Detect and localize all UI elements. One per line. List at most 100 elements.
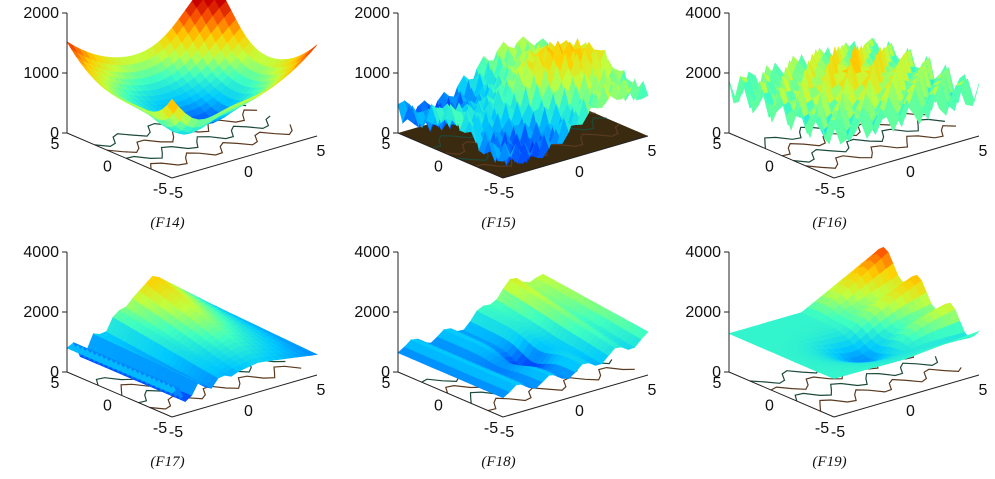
- surface-patch: [304, 351, 319, 356]
- x-tick-label: 0: [575, 164, 584, 181]
- surface-patch: [967, 331, 980, 338]
- surface-mesh: [66, 275, 319, 403]
- y-tick-label: -5: [484, 181, 498, 198]
- x-axis-line: [833, 135, 980, 179]
- z-tick-label: 1000: [23, 65, 59, 82]
- contour-line: [805, 125, 956, 169]
- x-axis-line: [171, 135, 318, 179]
- z-tick-label: 2000: [23, 5, 59, 22]
- contour-line: [794, 356, 939, 402]
- y-axis-line: [397, 371, 504, 418]
- z-tick-label: 2000: [685, 65, 721, 82]
- surface-plot-panel: 0 1000 2000 5 0 -5 -5 0 5 (F15): [333, 0, 664, 239]
- x-tick-label: -5: [500, 185, 514, 202]
- surface-mesh: [728, 246, 980, 379]
- contour-line: [487, 366, 635, 412]
- x-tick-label: 5: [979, 143, 988, 160]
- y-tick-label: 5: [51, 136, 60, 153]
- x-axis-line: [833, 374, 980, 418]
- plot-caption: (F18): [481, 454, 516, 470]
- y-tick-label: -5: [815, 181, 829, 198]
- z-tick-label: 4000: [685, 5, 721, 22]
- y-tick-label: 0: [434, 398, 443, 415]
- x-tick-label: 0: [906, 164, 915, 181]
- x-tick-label: 5: [317, 143, 326, 160]
- contour-line: [149, 365, 302, 410]
- y-tick-label: 5: [713, 375, 722, 392]
- x-tick-label: -5: [831, 424, 845, 441]
- x-axis-line: [502, 135, 649, 179]
- surface-plot-panel: 0 2000 4000 5 0 -5 -5 0 5 (F16): [664, 0, 995, 239]
- x-tick-label: 5: [648, 382, 657, 399]
- y-axis-line: [66, 371, 173, 418]
- contour-line: [819, 367, 962, 412]
- contour-line: [125, 115, 271, 160]
- surface-plot-panel: 0 1000 2000 5 0 -5 -5 0 5 (F14): [2, 0, 333, 239]
- z-tick-label: 4000: [685, 244, 721, 261]
- y-axis-line: [728, 132, 835, 179]
- y-tick-label: -5: [153, 181, 167, 198]
- y-tick-label: 5: [51, 375, 60, 392]
- x-tick-label: 0: [906, 403, 915, 420]
- plot-caption: (F14): [150, 215, 185, 231]
- y-tick-label: 5: [713, 136, 722, 153]
- surface-mesh: [397, 36, 649, 166]
- surface-mesh: [397, 273, 649, 399]
- z-tick-label: 4000: [23, 244, 59, 261]
- x-axis-line: [171, 374, 318, 418]
- x-tick-label: 0: [244, 403, 253, 420]
- x-tick-label: -5: [169, 185, 183, 202]
- y-tick-label: 5: [382, 375, 391, 392]
- y-axis-line: [397, 132, 504, 179]
- surface-patch: [636, 328, 649, 340]
- plot-caption: (F17): [150, 454, 185, 470]
- surface-plot-panel: 0 2000 4000 5 0 -5 -5 0 5 (F19): [664, 239, 995, 478]
- z-tick-label: 2000: [354, 5, 390, 22]
- surface-plot-panel: 0 2000 4000 5 0 -5 -5 0 5 (F17): [2, 239, 333, 478]
- z-tick-label: 0: [381, 125, 390, 142]
- z-tick-label: 2000: [354, 304, 390, 321]
- y-tick-label: 0: [434, 159, 443, 176]
- x-axis-line: [502, 374, 649, 418]
- plot-caption: (F15): [481, 215, 516, 231]
- x-tick-label: 0: [244, 164, 253, 181]
- x-tick-label: -5: [500, 424, 514, 441]
- surface-plot-panel: 0 2000 4000 5 0 -5 -5 0 5 (F18): [333, 239, 664, 478]
- x-tick-label: -5: [831, 185, 845, 202]
- surface-patch: [967, 79, 980, 106]
- z-tick-label: 0: [712, 125, 721, 142]
- z-tick-label: 0: [381, 364, 390, 381]
- plot-caption: (F19): [812, 454, 847, 470]
- x-tick-label: -5: [169, 424, 183, 441]
- x-tick-label: 5: [317, 382, 326, 399]
- y-axis-line: [728, 371, 835, 418]
- y-tick-label: 0: [765, 159, 774, 176]
- surface-mesh: [728, 37, 980, 145]
- z-tick-label: 2000: [685, 304, 721, 321]
- y-axis-line: [66, 132, 173, 179]
- surface-patch: [636, 80, 649, 101]
- y-tick-label: 5: [382, 136, 391, 153]
- contour-line: [150, 124, 293, 170]
- x-tick-label: 5: [648, 143, 657, 160]
- z-tick-label: 1000: [354, 65, 390, 82]
- y-tick-label: 0: [103, 398, 112, 415]
- z-tick-label: 2000: [23, 304, 59, 321]
- z-tick-label: 0: [50, 125, 59, 142]
- y-tick-label: 0: [765, 398, 774, 415]
- z-tick-label: 0: [712, 364, 721, 381]
- plot-caption: (F16): [812, 215, 847, 231]
- x-tick-label: 0: [575, 403, 584, 420]
- z-tick-label: 4000: [354, 244, 390, 261]
- y-tick-label: -5: [815, 420, 829, 437]
- x-tick-label: 5: [979, 382, 988, 399]
- y-tick-label: -5: [153, 420, 167, 437]
- surface-mesh: [66, 0, 318, 135]
- surface-patch: [305, 44, 318, 57]
